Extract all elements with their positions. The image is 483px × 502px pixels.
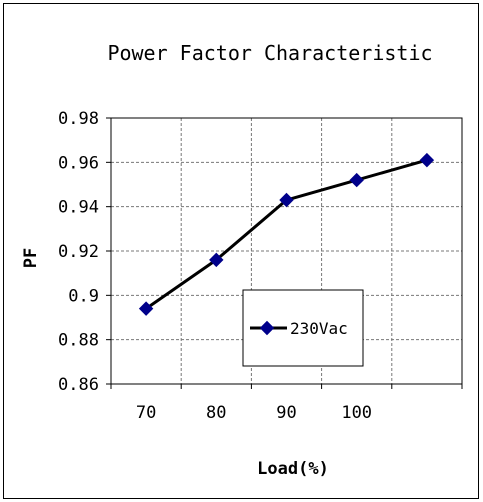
y-tick-label: 0.98 [58,109,99,129]
legend: 230Vac [242,289,364,367]
x-axis-ticks: 70 80 90 100 [110,384,463,423]
y-tick-label: 0.94 [58,198,99,218]
y-tick-label: 0.86 [58,375,99,395]
x-tick-label: 100 [341,403,372,423]
data-point [209,252,224,268]
y-axis-ticks: 0.98 0.96 0.94 0.92 0.9 0.88 0.86 [58,109,111,395]
x-tick-label: 70 [136,403,156,423]
y-tick-label: 0.92 [58,242,99,262]
data-point [419,152,435,168]
legend-entry-label: 230Vac [290,319,348,338]
y-tick-label: 0.96 [58,153,99,173]
chart-title: Power Factor Characteristic [107,41,432,65]
data-point [279,192,294,208]
data-point [138,301,154,316]
series-group [138,152,435,316]
y-tick-label: 0.9 [68,286,99,306]
x-axis-label: Load(%) [257,459,329,479]
legend-marker [259,320,275,336]
x-tick-label: 90 [276,403,296,423]
x-tick-label: 80 [206,403,226,423]
data-point [349,172,364,188]
series-line [145,158,428,310]
y-tick-label: 0.88 [58,331,99,351]
y-axis-label: PF [21,248,41,268]
